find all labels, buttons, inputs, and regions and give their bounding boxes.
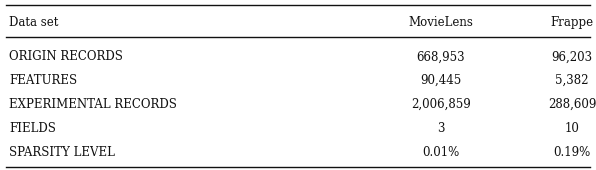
Text: 90,445: 90,445	[420, 74, 462, 87]
Text: 10: 10	[565, 122, 579, 135]
Text: 2,006,859: 2,006,859	[411, 98, 471, 111]
Text: MovieLens: MovieLens	[409, 16, 473, 29]
Text: 668,953: 668,953	[417, 50, 465, 63]
Text: 0.01%: 0.01%	[423, 146, 460, 159]
Text: 288,609: 288,609	[548, 98, 596, 111]
Text: 3: 3	[437, 122, 445, 135]
Text: 5,382: 5,382	[555, 74, 589, 87]
Text: SPARSITY LEVEL: SPARSITY LEVEL	[9, 146, 115, 159]
Text: Data set: Data set	[9, 16, 58, 29]
Text: FEATURES: FEATURES	[9, 74, 77, 87]
Text: 0.19%: 0.19%	[554, 146, 591, 159]
Text: Frappe: Frappe	[551, 16, 594, 29]
Text: 96,203: 96,203	[551, 50, 593, 63]
Text: EXPERIMENTAL RECORDS: EXPERIMENTAL RECORDS	[9, 98, 177, 111]
Text: FIELDS: FIELDS	[9, 122, 56, 135]
Text: ORIGIN RECORDS: ORIGIN RECORDS	[9, 50, 123, 63]
